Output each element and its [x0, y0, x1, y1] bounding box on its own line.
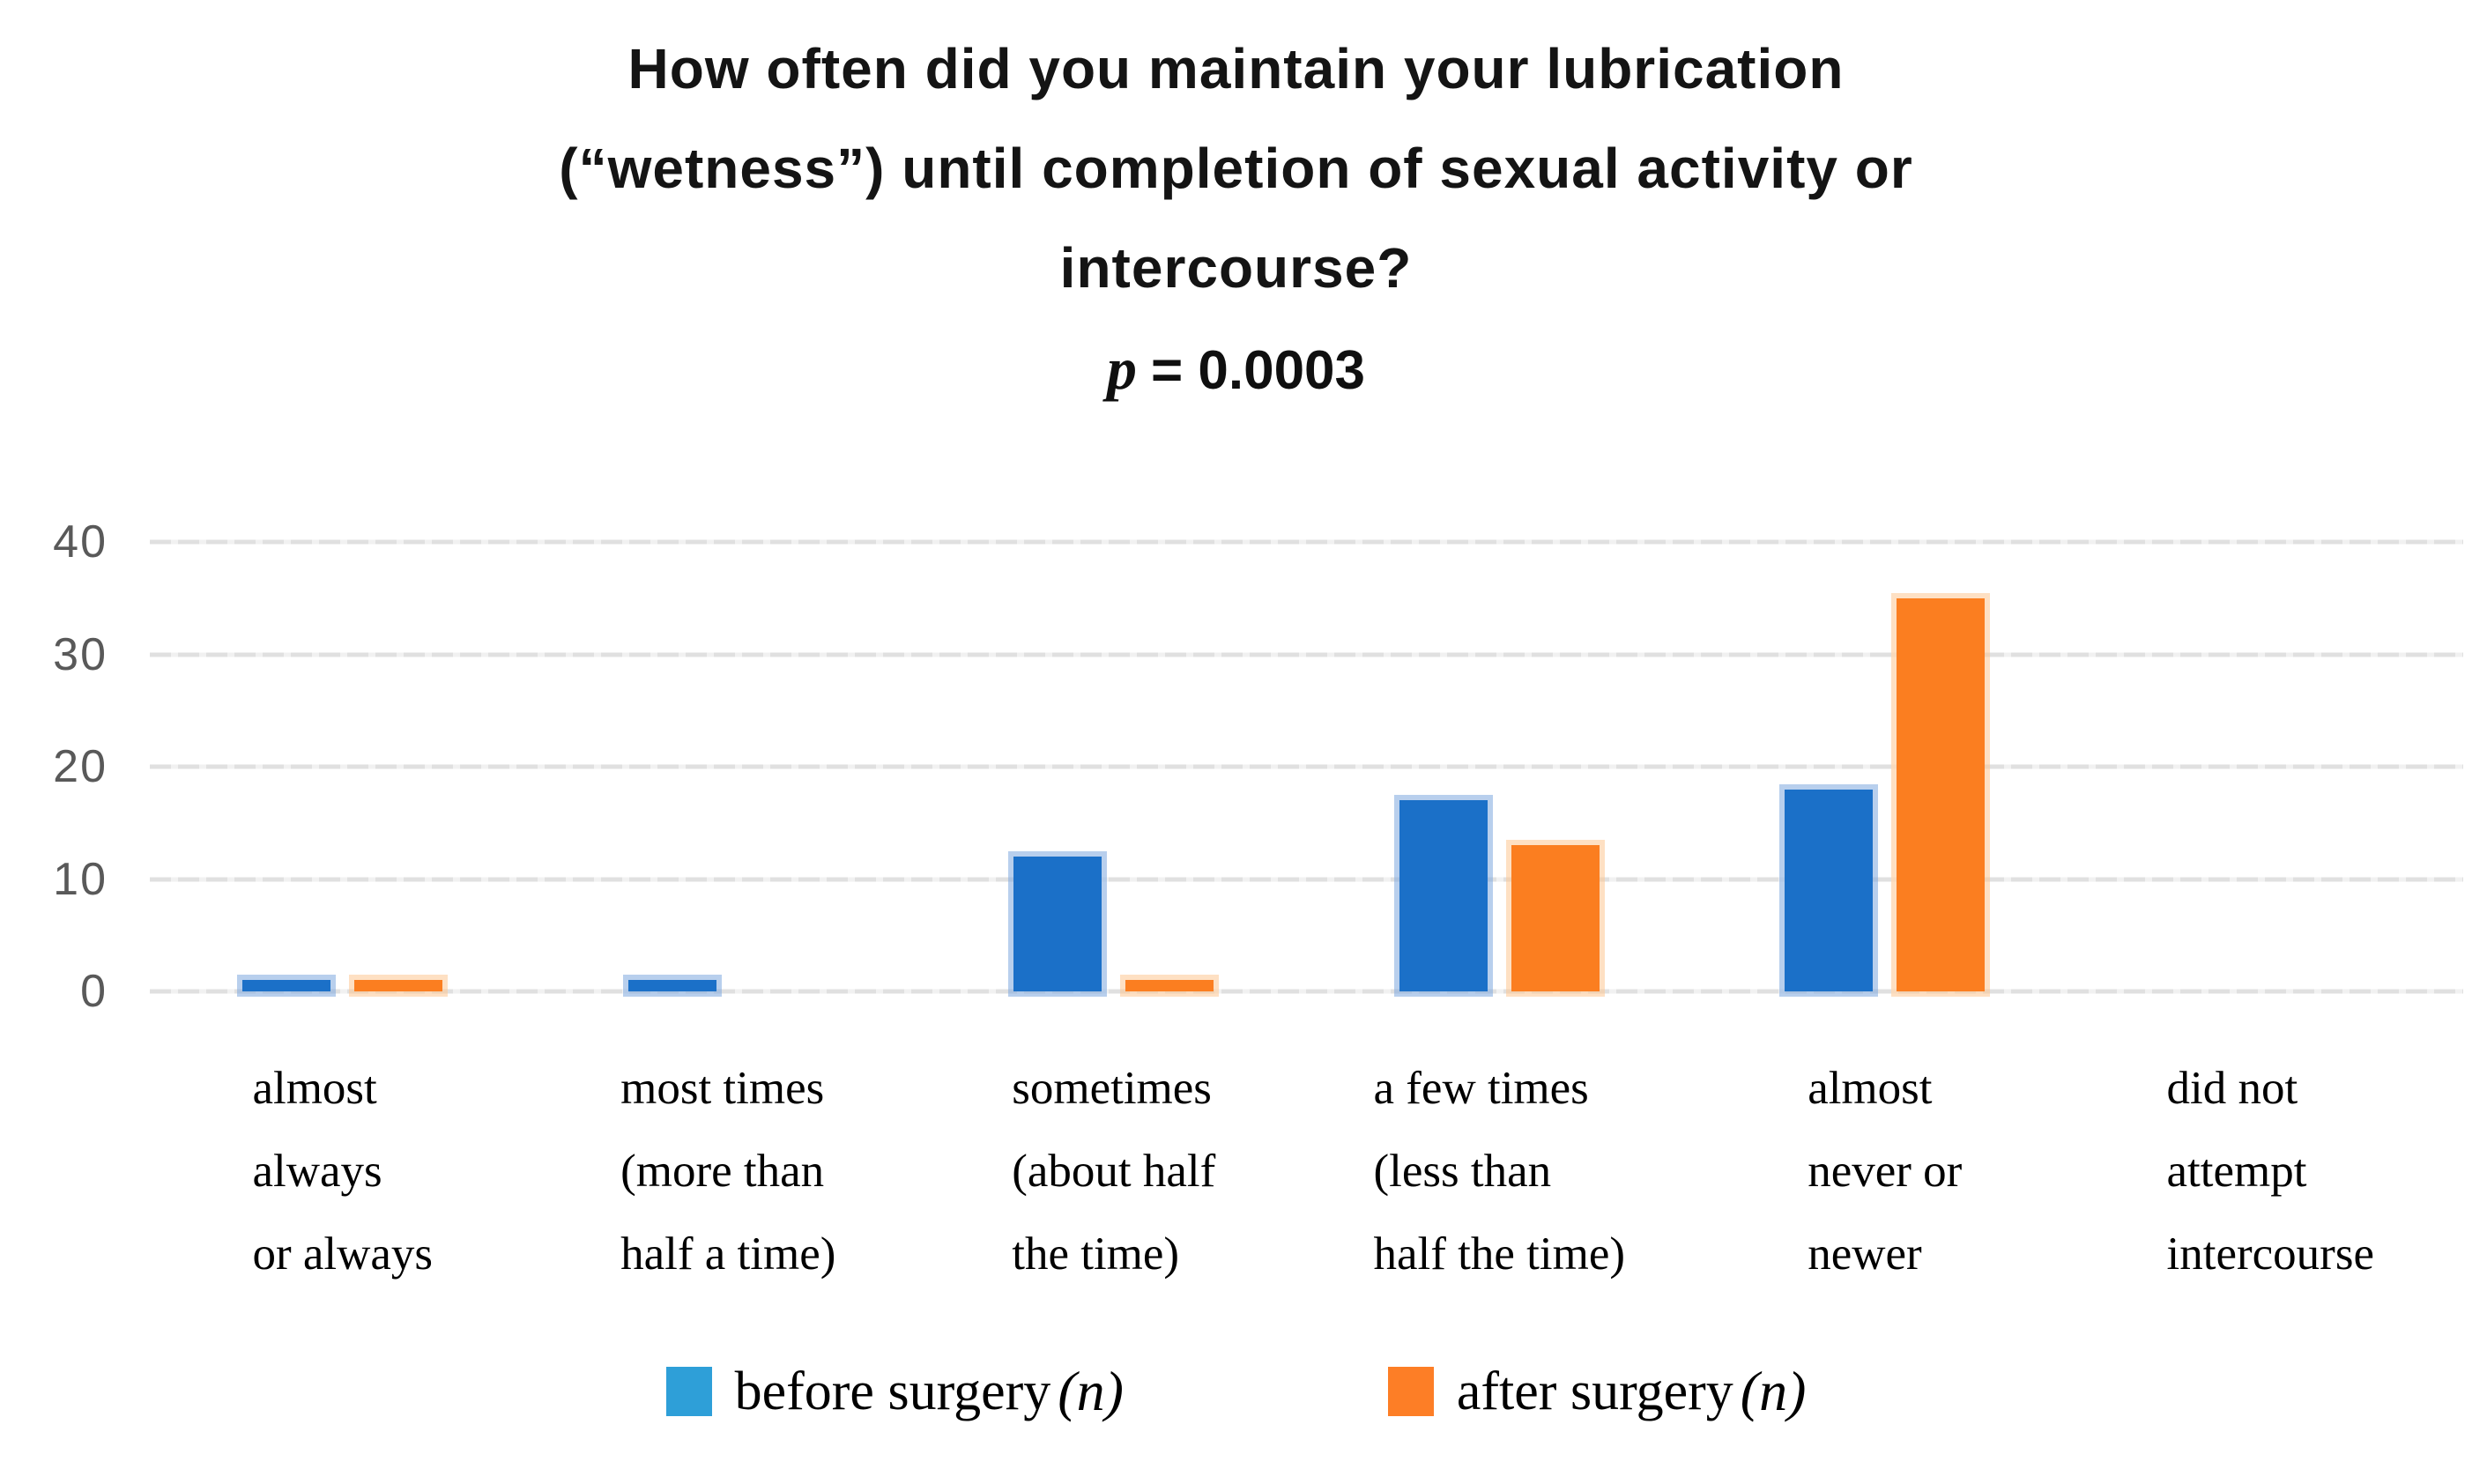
legend-label-before-surgery: before surgery: [734, 1361, 1051, 1421]
legend-item-before-surgery: before surgery (n): [665, 1359, 1124, 1424]
x-label-text-5: almost never or newer: [1808, 1063, 1963, 1280]
chart-title-line-3: intercourse?: [1059, 236, 1413, 300]
bar-before-surgery-4: [1399, 800, 1488, 991]
x-label-5: almost never or newer: [1692, 1047, 2078, 1295]
gridline-0: [150, 989, 2463, 994]
y-tick-20: 20: [53, 741, 108, 792]
y-axis: 40 30 20 10 0: [0, 516, 108, 1017]
x-label-text-6: did not attempt intercourse: [2166, 1063, 2374, 1280]
bars-container: [150, 542, 2463, 991]
category-slot-6: [2078, 542, 2464, 991]
p-value: p = 0.0003: [0, 320, 2472, 419]
bar-after-surgery-3: [1125, 980, 1214, 991]
bar-before-surgery-3: [1013, 857, 1102, 991]
x-label-text-3: sometimes (about half the time): [1012, 1063, 1216, 1280]
category-slot-4: [1307, 542, 1693, 991]
x-label-4: a few times (less than half the time): [1307, 1047, 1693, 1295]
category-slot-3: [921, 542, 1307, 991]
bar-after-surgery-1: [354, 980, 443, 991]
y-tick-40: 40: [53, 516, 108, 568]
x-axis-labels: almost always or always most times (more tha…: [150, 1047, 2463, 1295]
x-label-1: almost always or always: [150, 1047, 536, 1295]
x-label-text-2: most times (more than half a time): [620, 1063, 836, 1280]
x-label-6: did not attempt intercourse: [2078, 1047, 2464, 1295]
x-label-text-1: almost always or always: [252, 1063, 434, 1280]
legend-n-after-surgery: (n): [1740, 1360, 1807, 1422]
gridline-20: [150, 764, 2463, 769]
category-slot-5: [1692, 542, 2078, 991]
bar-after-surgery-5: [1897, 597, 1986, 991]
gridline-40: [150, 539, 2463, 545]
x-label-text-4: a few times (less than half the time): [1373, 1063, 1626, 1280]
chart-title-line-2: (“wetness”) until completion of sexual a…: [559, 137, 1913, 200]
bar-before-surgery-5: [1785, 789, 1874, 991]
chart-title: How often did you maintain your lubricat…: [0, 19, 2472, 419]
legend-swatch-after-surgery: [1387, 1367, 1434, 1416]
y-tick-30: 30: [53, 628, 108, 680]
legend: before surgery (n) after surgery (n): [0, 1359, 2472, 1424]
gridline-10: [150, 877, 2463, 881]
y-tick-10: 10: [53, 853, 108, 905]
legend-n-before-surgery: (n): [1058, 1360, 1124, 1422]
legend-swatch-before-surgery: [665, 1367, 712, 1416]
bar-before-surgery-1: [242, 980, 331, 991]
plot-area: [150, 539, 2463, 994]
x-label-2: most times (more than half a time): [536, 1047, 922, 1295]
bar-after-surgery-4: [1511, 845, 1600, 991]
category-slot-1: [150, 542, 536, 991]
legend-label-after-surgery: after surgery: [1456, 1361, 1733, 1421]
y-tick-0: 0: [80, 966, 108, 1017]
legend-item-after-surgery: after surgery (n): [1387, 1359, 1807, 1424]
x-label-3: sometimes (about half the time): [921, 1047, 1307, 1295]
p-value-text: = 0.0003: [1150, 340, 1366, 401]
chart-title-line-1: How often did you maintain your lubricat…: [627, 37, 1845, 100]
category-slot-2: [536, 542, 922, 991]
bar-before-surgery-2: [627, 980, 716, 991]
gridline-30: [150, 652, 2463, 657]
p-symbol: p: [1106, 335, 1137, 402]
